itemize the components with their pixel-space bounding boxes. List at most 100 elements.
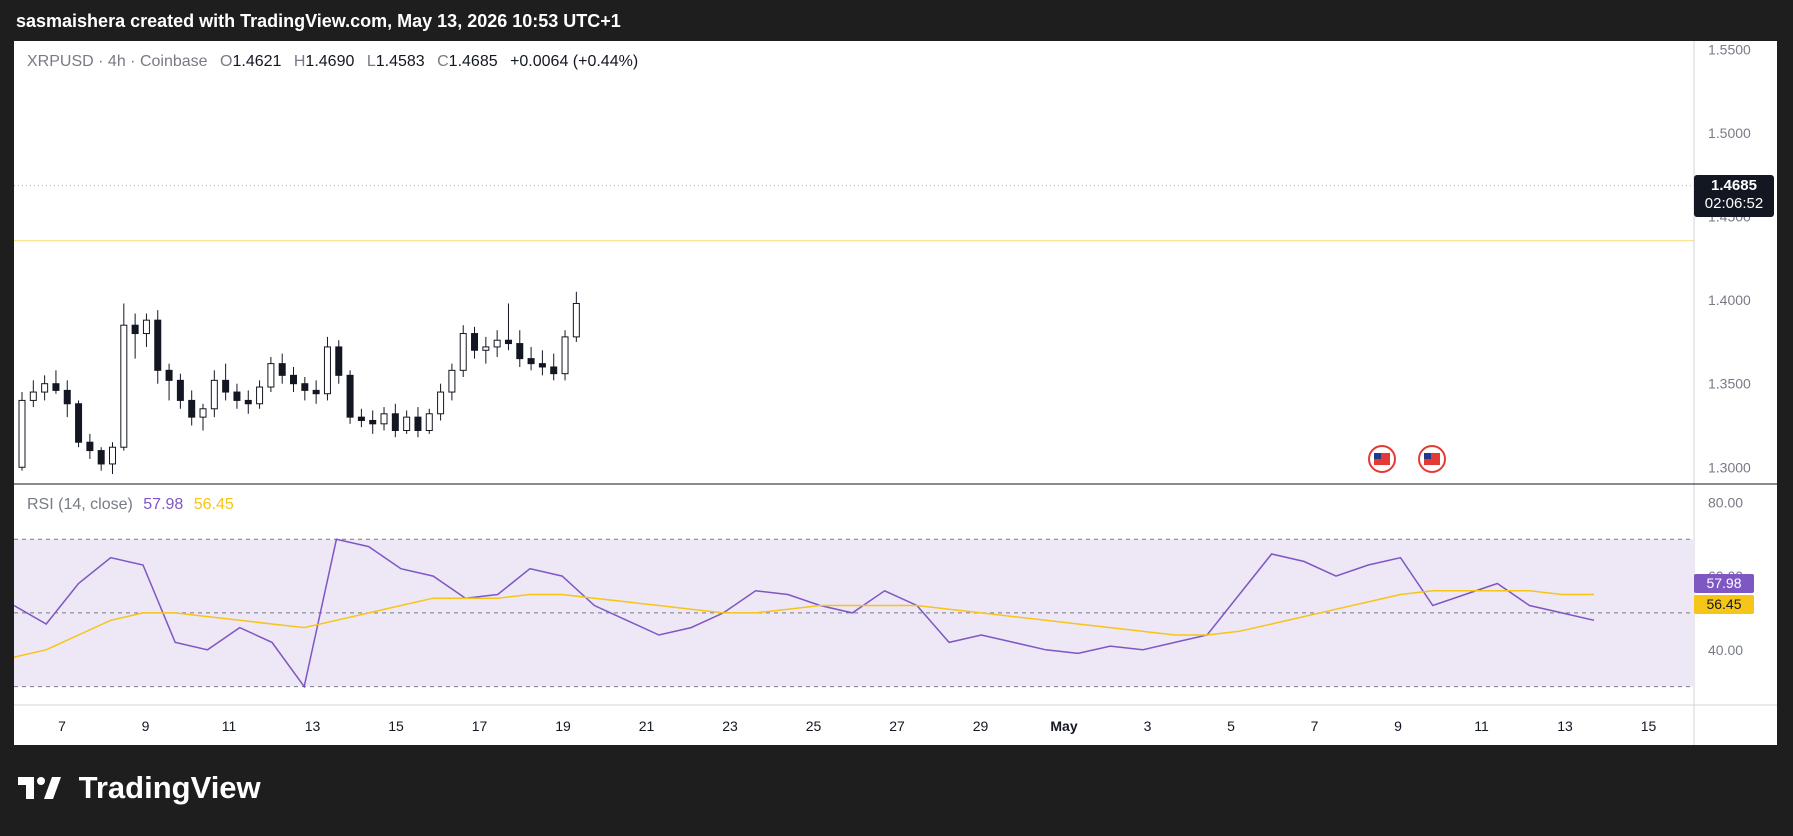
price-tick-label: 1.3000 [1708,459,1751,475]
exchange-label: Coinbase [139,53,208,70]
price-legend: XRPUSD · 4h · Coinbase O1.4621 H1.4690 L… [27,53,638,71]
rsi-value: 57.98 [143,496,184,513]
time-tick-label: 25 [806,718,822,734]
time-tick-label: 15 [388,718,404,734]
bar-countdown: 02:06:52 [1704,195,1764,212]
rsi-value-tag: 57.98 [1694,574,1754,593]
tv-logo-icon [18,776,61,799]
rsi-line [14,538,1595,689]
separator: · [98,53,104,70]
time-tick-label: 15 [1641,718,1657,734]
candle-body [403,416,411,432]
candle-body [504,339,512,345]
candle-body [380,413,388,425]
rsi-tick-label: 80.00 [1708,494,1743,510]
candle-body [516,343,524,360]
candle-body [256,386,264,405]
candle-body [425,413,433,432]
last-price-tag: 1.4685 02:06:52 [1694,175,1774,217]
event-flag-icon [1368,445,1396,473]
price-tick-label: 1.3500 [1708,376,1751,392]
candle-body [278,363,286,376]
rsi-ma-value: 56.45 [193,496,234,513]
rsi-label: RSI (14, close) [27,496,133,513]
time-tick-label: 17 [472,718,488,734]
candle-body [572,302,580,338]
attribution-bar: sasmaishera created with TradingView.com… [0,0,1793,42]
candle-body [312,389,320,395]
candle-body [29,391,37,401]
candle-body [290,374,298,385]
candle-body [109,446,117,465]
candle-body [335,346,343,376]
time-tick-label: 13 [305,718,321,734]
candle-body [63,389,71,405]
event-flag-icon [1418,445,1446,473]
time-tick-label: May [1050,718,1077,734]
candle-body [493,339,501,348]
candle-body [323,346,331,395]
event-flag-canton [1374,453,1381,459]
time-tick-label: 7 [1311,718,1319,734]
candle-body [222,379,230,393]
candle-body [346,374,354,418]
time-tick-label: 9 [1394,718,1402,734]
candle-body [176,379,184,401]
candle-body [131,324,139,335]
rsi-legend: RSI (14, close) 57.98 56.45 [27,496,234,514]
separator: · [130,53,136,70]
change-value: +0.0064 (+0.44%) [510,53,639,70]
candle-body [75,403,83,443]
candle-body [165,369,173,381]
chart-area[interactable]: 1.55001.50001.45001.40001.35001.300080.0… [14,41,1777,745]
candle-body [538,363,546,368]
open-label: O [220,53,233,70]
time-tick-label: 21 [639,718,655,734]
candle-body [459,333,467,371]
time-tick-label: 19 [555,718,571,734]
candle-body [301,383,309,391]
candle-body [52,383,60,391]
candle-body [41,383,49,393]
time-tick-label: 5 [1227,718,1235,734]
close-label: C [437,53,449,70]
candle-body [199,408,207,418]
candle-body [267,363,275,388]
candle-body [369,419,377,425]
time-tick-label: 9 [142,718,150,734]
rsi-ma-line [14,590,1594,658]
interval-label: 4h [107,53,126,70]
candle-body [18,399,26,468]
candle-body [527,358,535,365]
time-tick-label: 7 [58,718,66,734]
candle-body [120,324,128,448]
candle-body [391,413,399,432]
time-tick-label: 11 [1474,718,1489,734]
low-label: L [366,53,376,70]
candle-body [86,441,94,452]
candle-body [97,450,105,465]
last-price: 1.4685 [1711,177,1757,194]
chart-canvas[interactable]: 1.55001.50001.45001.40001.35001.300080.0… [14,41,1777,745]
price-tick-label: 1.4000 [1708,292,1751,308]
candle-body [550,366,558,375]
brand-name: TradingView [78,769,261,805]
rsi-ma-value-tag: 56.45 [1694,595,1754,614]
high-label: H [293,53,306,70]
price-tick-label: 1.5000 [1708,125,1751,141]
candle-body [244,399,252,405]
time-tick-label: 3 [1144,718,1152,734]
candle-body [188,399,196,418]
open-value: 1.4621 [232,53,282,70]
close-value: 1.4685 [448,53,498,70]
symbol-label: XRPUSD [27,53,94,70]
tradingview-logo: TradingView [16,768,261,808]
candle-body [414,416,422,432]
candle-body [142,319,150,335]
price-tick-label: 1.5500 [1708,41,1751,57]
attribution-text: sasmaishera created with TradingView.com… [16,11,621,31]
low-value: 1.4583 [375,53,425,70]
candle-body [448,369,456,393]
time-tick-label: 27 [889,718,905,734]
time-tick-label: 13 [1557,718,1573,734]
